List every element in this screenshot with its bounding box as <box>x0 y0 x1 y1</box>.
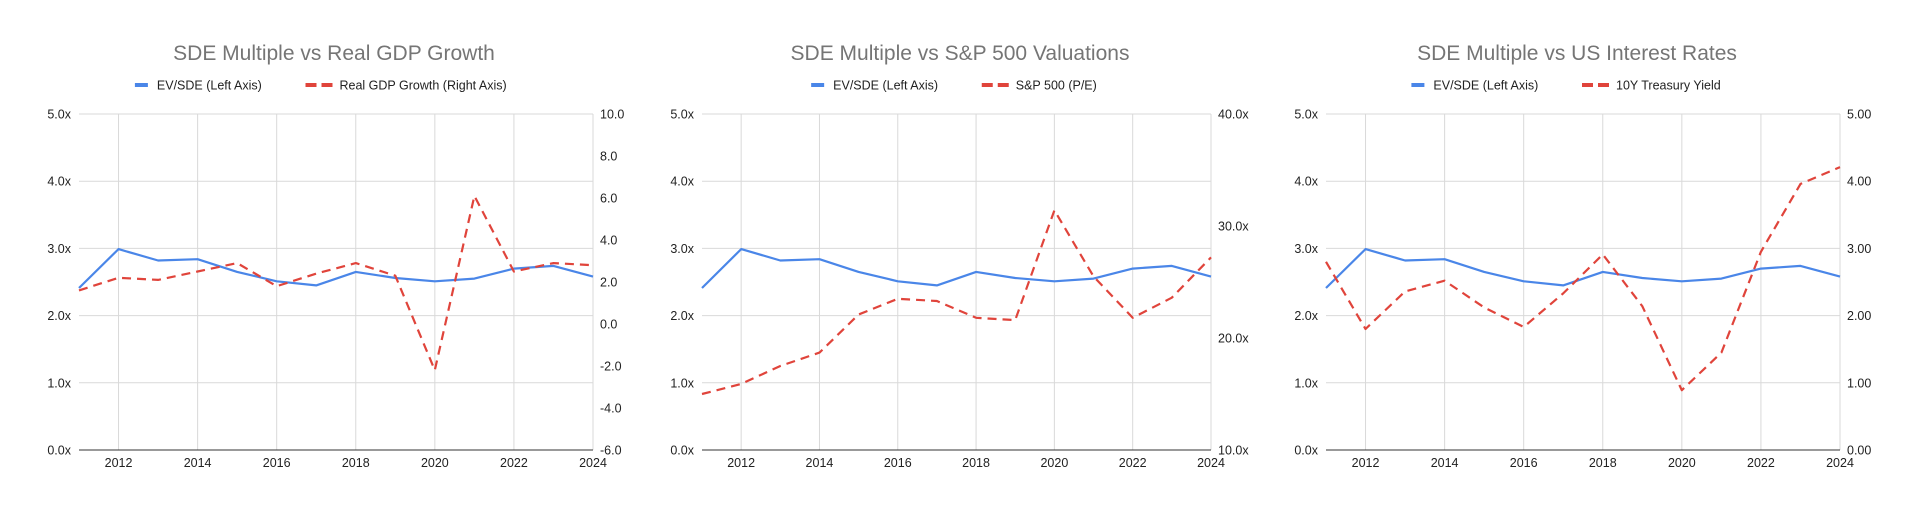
left-axis-tick-label: 4.0x <box>47 175 71 189</box>
right-axis-tick-label: 20.0x <box>1218 332 1249 346</box>
right-axis-tick-label: 2.00 <box>1847 309 1871 323</box>
legend-swatch-dashed <box>321 83 333 87</box>
x-axis-tick-label: 2024 <box>1197 456 1225 470</box>
x-axis-tick-label: 2018 <box>962 456 990 470</box>
left-axis-tick-label: 3.0x <box>1294 242 1318 256</box>
right-axis-tick-label: -2.0 <box>600 360 622 374</box>
series-line-solid <box>1325 248 1841 289</box>
legend-item[interactable]: EV/SDE (Left Axis) <box>1411 79 1538 93</box>
chart-2: SDE Multiple vs S&P 500 Valuations EV/SDE… <box>670 42 1249 470</box>
x-axis-tick-label: 2022 <box>500 456 528 470</box>
x-axis-tick-label: 2022 <box>1119 456 1147 470</box>
right-axis-tick-label: 4.00 <box>1847 175 1871 189</box>
right-axis-tick-label: 1.00 <box>1847 376 1871 390</box>
left-axis-tick-label: 1.0x <box>47 376 71 390</box>
legend-label: EV/SDE (Left Axis) <box>833 79 938 93</box>
legend-item[interactable]: 10Y Treasury Yield <box>1582 79 1721 93</box>
chart-title: SDE Multiple vs Real GDP Growth <box>173 42 495 65</box>
right-axis-tick-label: 2.0 <box>600 276 617 290</box>
right-axis-tick-label: 4.0 <box>600 234 617 248</box>
legend-label: S&P 500 (P/E) <box>1016 79 1097 93</box>
legend: EV/SDE (Left Axis) S&P 500 (P/E) <box>811 79 1097 93</box>
left-axis-tick-label: 4.0x <box>1294 175 1318 189</box>
x-axis-tick-label: 2024 <box>1826 456 1854 470</box>
x-axis-tick-label: 2016 <box>1510 456 1538 470</box>
x-axis-tick-label: 2012 <box>1352 456 1380 470</box>
series-line-dashed <box>1325 166 1841 392</box>
left-axis-tick-label: 5.0x <box>47 108 71 122</box>
x-axis-tick-label: 2018 <box>342 456 370 470</box>
left-axis-tick-label: 4.0x <box>670 175 694 189</box>
series-line-dashed <box>701 209 1212 396</box>
legend-swatch-solid <box>811 83 825 87</box>
left-axis-tick-label: 3.0x <box>47 242 71 256</box>
left-axis-tick-label: 3.0x <box>670 242 694 256</box>
legend-item[interactable]: S&P 500 (P/E) <box>981 79 1097 93</box>
legend-label: Real GDP Growth (Right Axis) <box>340 79 507 93</box>
chart-title: SDE Multiple vs US Interest Rates <box>1417 42 1737 65</box>
right-axis-tick-label: 3.00 <box>1847 242 1871 256</box>
series-line-solid <box>701 248 1212 289</box>
legend-swatch-dashed <box>1582 83 1593 87</box>
legend-swatch-solid <box>1411 83 1425 87</box>
left-axis-tick-label: 2.0x <box>47 309 71 323</box>
x-axis-tick-label: 2020 <box>1668 456 1696 470</box>
legend-swatch-dashed <box>997 83 1009 87</box>
x-axis-tick-label: 2012 <box>727 456 755 470</box>
right-axis-tick-label: 10.0x <box>1218 444 1249 458</box>
legend-label: EV/SDE (Left Axis) <box>1433 79 1538 93</box>
legend-item[interactable]: Real GDP Growth (Right Axis) <box>305 79 507 93</box>
right-axis-tick-label: 30.0x <box>1218 220 1249 234</box>
x-axis-tick-label: 2016 <box>884 456 912 470</box>
x-axis-tick-label: 2016 <box>263 456 291 470</box>
left-axis-tick-label: 0.0x <box>670 444 694 458</box>
x-axis-tick-label: 2018 <box>1589 456 1617 470</box>
left-axis-tick-label: 2.0x <box>670 309 694 323</box>
legend-item[interactable]: EV/SDE (Left Axis) <box>134 79 262 93</box>
right-axis-tick-label: -6.0 <box>600 444 622 458</box>
x-axis-tick-label: 2014 <box>184 456 212 470</box>
legend-swatch-dashed <box>305 83 317 87</box>
legend-label: EV/SDE (Left Axis) <box>157 79 262 93</box>
left-axis-tick-label: 0.0x <box>1294 444 1318 458</box>
legend-item[interactable]: EV/SDE (Left Axis) <box>811 79 938 93</box>
chart-1: SDE Multiple vs Real GDP Growth EV/SDE (L… <box>47 42 624 470</box>
left-axis-tick-label: 1.0x <box>1294 376 1318 390</box>
right-axis-tick-label: 8.0 <box>600 150 617 164</box>
legend: EV/SDE (Left Axis) Real GDP Growth (Right… <box>134 79 507 93</box>
left-axis-tick-label: 5.0x <box>1294 108 1318 122</box>
left-axis-tick-label: 0.0x <box>47 444 71 458</box>
right-axis-tick-label: 0.00 <box>1847 444 1871 458</box>
series-line-dashed <box>78 194 594 372</box>
x-axis-tick-label: 2014 <box>806 456 834 470</box>
legend-label: 10Y Treasury Yield <box>1616 79 1721 93</box>
x-axis-tick-label: 2022 <box>1747 456 1775 470</box>
chart-title: SDE Multiple vs S&P 500 Valuations <box>791 42 1130 65</box>
legend-swatch-dashed <box>981 83 993 87</box>
right-axis-tick-label: 40.0x <box>1218 108 1249 122</box>
legend-swatch-solid <box>134 83 148 87</box>
legend: EV/SDE (Left Axis) 10Y Treasury Yield <box>1411 79 1721 93</box>
x-axis-tick-label: 2020 <box>1040 456 1068 470</box>
right-axis-tick-label: 6.0 <box>600 192 617 206</box>
right-axis-tick-label: -4.0 <box>600 402 622 416</box>
x-axis-tick-label: 2020 <box>421 456 449 470</box>
x-axis-tick-label: 2024 <box>579 456 607 470</box>
right-axis-tick-label: 10.0 <box>600 108 624 122</box>
left-axis-tick-label: 5.0x <box>670 108 694 122</box>
x-axis-tick-label: 2012 <box>105 456 133 470</box>
left-axis-tick-label: 1.0x <box>670 376 694 390</box>
chart-3: SDE Multiple vs US Interest Rates EV/SDE … <box>1294 42 1871 470</box>
right-axis-tick-label: 0.0 <box>600 318 617 332</box>
right-axis-tick-label: 5.00 <box>1847 108 1871 122</box>
x-axis-tick-label: 2014 <box>1431 456 1459 470</box>
left-axis-tick-label: 2.0x <box>1294 309 1318 323</box>
legend-swatch-dashed <box>1598 83 1609 87</box>
series-line-solid <box>78 248 594 289</box>
